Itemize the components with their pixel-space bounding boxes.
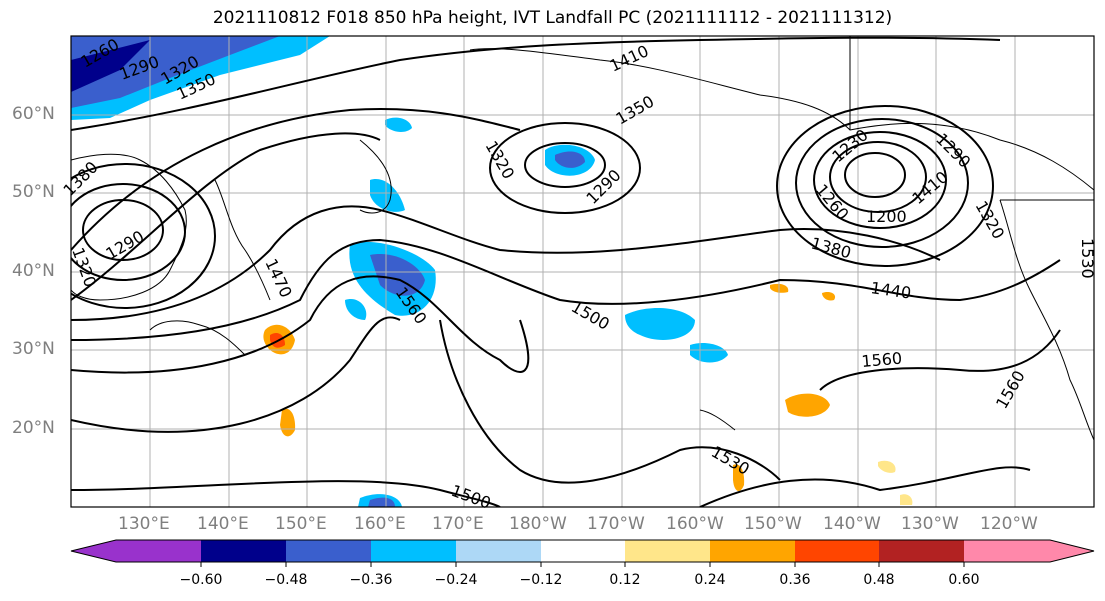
map-border [70,35,1095,508]
colorbar-tick-label: −0.48 [264,572,308,588]
lon-label: 130°W [901,514,959,534]
lon-label: 120°W [980,514,1038,534]
map-layers [71,36,1094,507]
colorbar-tick-label: 0.48 [863,572,895,588]
lon-label: 180°W [509,514,567,534]
colorbar-tick-label: 0.60 [948,572,980,588]
contour-label: 1560 [861,349,903,371]
lat-label: 20°N [12,418,55,438]
lon-label: 150°E [275,514,327,534]
map-title: 2021110812 F018 850 hPa height, IVT Land… [212,8,893,28]
lon-label: 140°W [823,514,881,534]
lat-label: 40°N [12,261,55,281]
colorbar-tick-label: 0.12 [609,572,641,588]
colorbar-tick-label: −0.60 [179,572,223,588]
colorbar-tick-label: 0.24 [694,572,726,588]
lon-label: 140°E [197,514,249,534]
lon-label: 130°E [118,514,170,534]
ivt-negative-fill [71,36,728,507]
lat-label: 50°N [12,182,55,202]
lon-label: 160°E [354,514,406,534]
colorbar-tick-label: 0.36 [779,572,811,588]
lon-label: 160°W [666,514,724,534]
lat-label: 30°N [12,339,55,359]
colorbar-tick-label: −0.24 [434,572,478,588]
lon-label: 150°W [744,514,802,534]
coastlines [71,36,1094,441]
contour-label: 1530 [1078,238,1097,279]
lon-label: 170°W [587,514,645,534]
lon-label: 170°E [432,514,484,534]
contour-label: 1200 [866,207,907,226]
height-contours [71,36,1061,507]
colorbar-tick-label: −0.12 [519,572,563,588]
lat-label: 60°N [12,104,55,124]
colorbar-tick-label: −0.36 [349,572,393,588]
